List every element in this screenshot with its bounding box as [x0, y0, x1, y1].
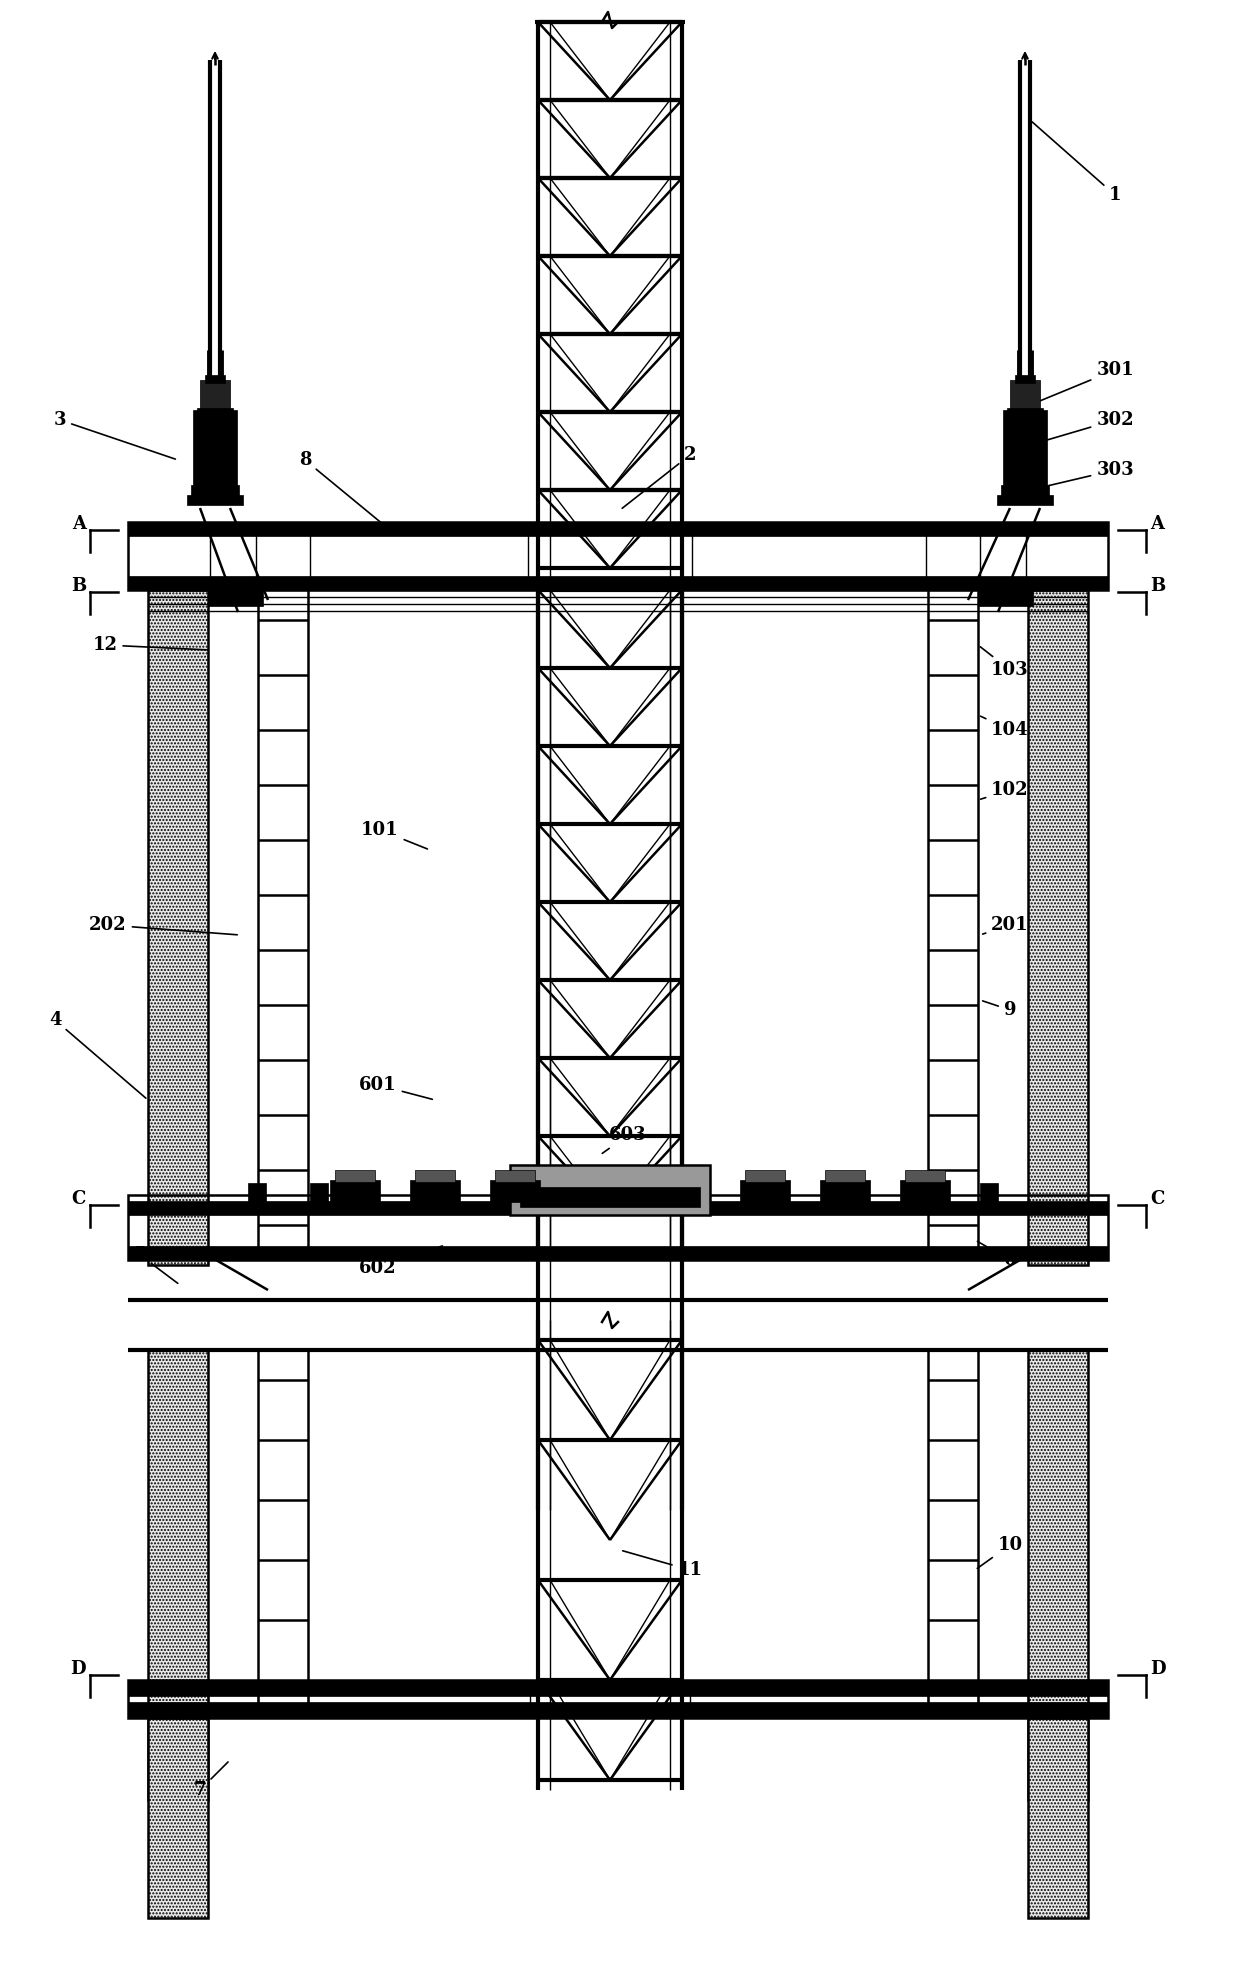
Bar [128, 1679, 1109, 1719]
Bar [330, 1179, 379, 1203]
Text: 1: 1 [1032, 122, 1121, 204]
Bar [918, 1183, 936, 1205]
Bar [1003, 410, 1047, 490]
Bar [1028, 1719, 1087, 1919]
Text: 303: 303 [1033, 461, 1133, 489]
Bar [148, 591, 208, 1265]
Bar [128, 522, 1109, 591]
Text: 9: 9 [982, 1001, 1017, 1018]
Text: 11: 11 [622, 1550, 703, 1579]
Text: 10: 10 [977, 1536, 1023, 1568]
Text: 3: 3 [53, 410, 175, 459]
Bar [410, 1179, 460, 1203]
Bar [193, 410, 237, 490]
Bar [1016, 375, 1035, 383]
Text: 103: 103 [980, 647, 1029, 679]
Bar [997, 494, 1053, 504]
Bar [1001, 485, 1049, 496]
Bar [128, 1246, 1109, 1260]
Bar [978, 583, 1033, 606]
Text: 603: 603 [603, 1126, 647, 1154]
Bar [1007, 408, 1043, 420]
Bar [825, 1169, 866, 1181]
Bar [208, 583, 263, 606]
Text: C: C [1149, 1191, 1164, 1209]
Bar [490, 1179, 539, 1203]
Bar [128, 577, 1109, 591]
Bar [335, 1169, 374, 1181]
Text: D: D [1149, 1660, 1166, 1678]
Text: 202: 202 [89, 916, 237, 934]
Bar [148, 1719, 208, 1919]
Text: 7: 7 [193, 1762, 228, 1799]
Bar [745, 1169, 785, 1181]
Text: 8: 8 [299, 451, 388, 528]
Bar [1028, 1350, 1087, 1799]
Text: 12: 12 [93, 636, 207, 653]
Text: D: D [71, 1660, 86, 1678]
Bar [520, 1187, 701, 1207]
Bar [1028, 591, 1087, 1265]
Text: 302: 302 [1033, 410, 1133, 443]
Text: 4: 4 [48, 1010, 146, 1099]
Text: 101: 101 [361, 820, 428, 850]
Text: 602: 602 [360, 1246, 443, 1277]
Bar [191, 485, 239, 496]
Text: 104: 104 [981, 716, 1029, 740]
Text: 2: 2 [622, 445, 696, 508]
Bar [128, 1701, 1109, 1719]
Text: 301: 301 [1033, 361, 1133, 404]
Text: 102: 102 [981, 781, 1029, 799]
Bar [415, 1169, 455, 1181]
Bar [905, 1169, 945, 1181]
Bar [128, 1195, 1109, 1260]
Text: A: A [72, 514, 86, 534]
Bar [205, 375, 224, 383]
Text: A: A [1149, 514, 1164, 534]
Bar [187, 494, 243, 504]
Bar [980, 1183, 998, 1205]
Bar [1011, 381, 1040, 416]
Text: B: B [1149, 577, 1166, 594]
Bar [200, 381, 229, 416]
Bar [128, 1679, 1109, 1695]
Text: B: B [71, 577, 86, 594]
Text: C: C [72, 1191, 86, 1209]
Bar [740, 1179, 790, 1203]
Bar [248, 1183, 267, 1205]
Bar [310, 1183, 329, 1205]
Text: 6: 6 [977, 1242, 1017, 1269]
Bar [820, 1179, 870, 1203]
Bar [495, 1169, 534, 1181]
Text: 201: 201 [982, 916, 1029, 934]
Text: 5: 5 [134, 1246, 177, 1283]
Text: 601: 601 [360, 1075, 433, 1099]
Bar [510, 1165, 711, 1214]
Bar [197, 408, 233, 420]
Bar [128, 522, 1109, 536]
Bar [148, 1350, 208, 1799]
Bar [900, 1179, 950, 1203]
Bar [128, 1201, 1109, 1214]
